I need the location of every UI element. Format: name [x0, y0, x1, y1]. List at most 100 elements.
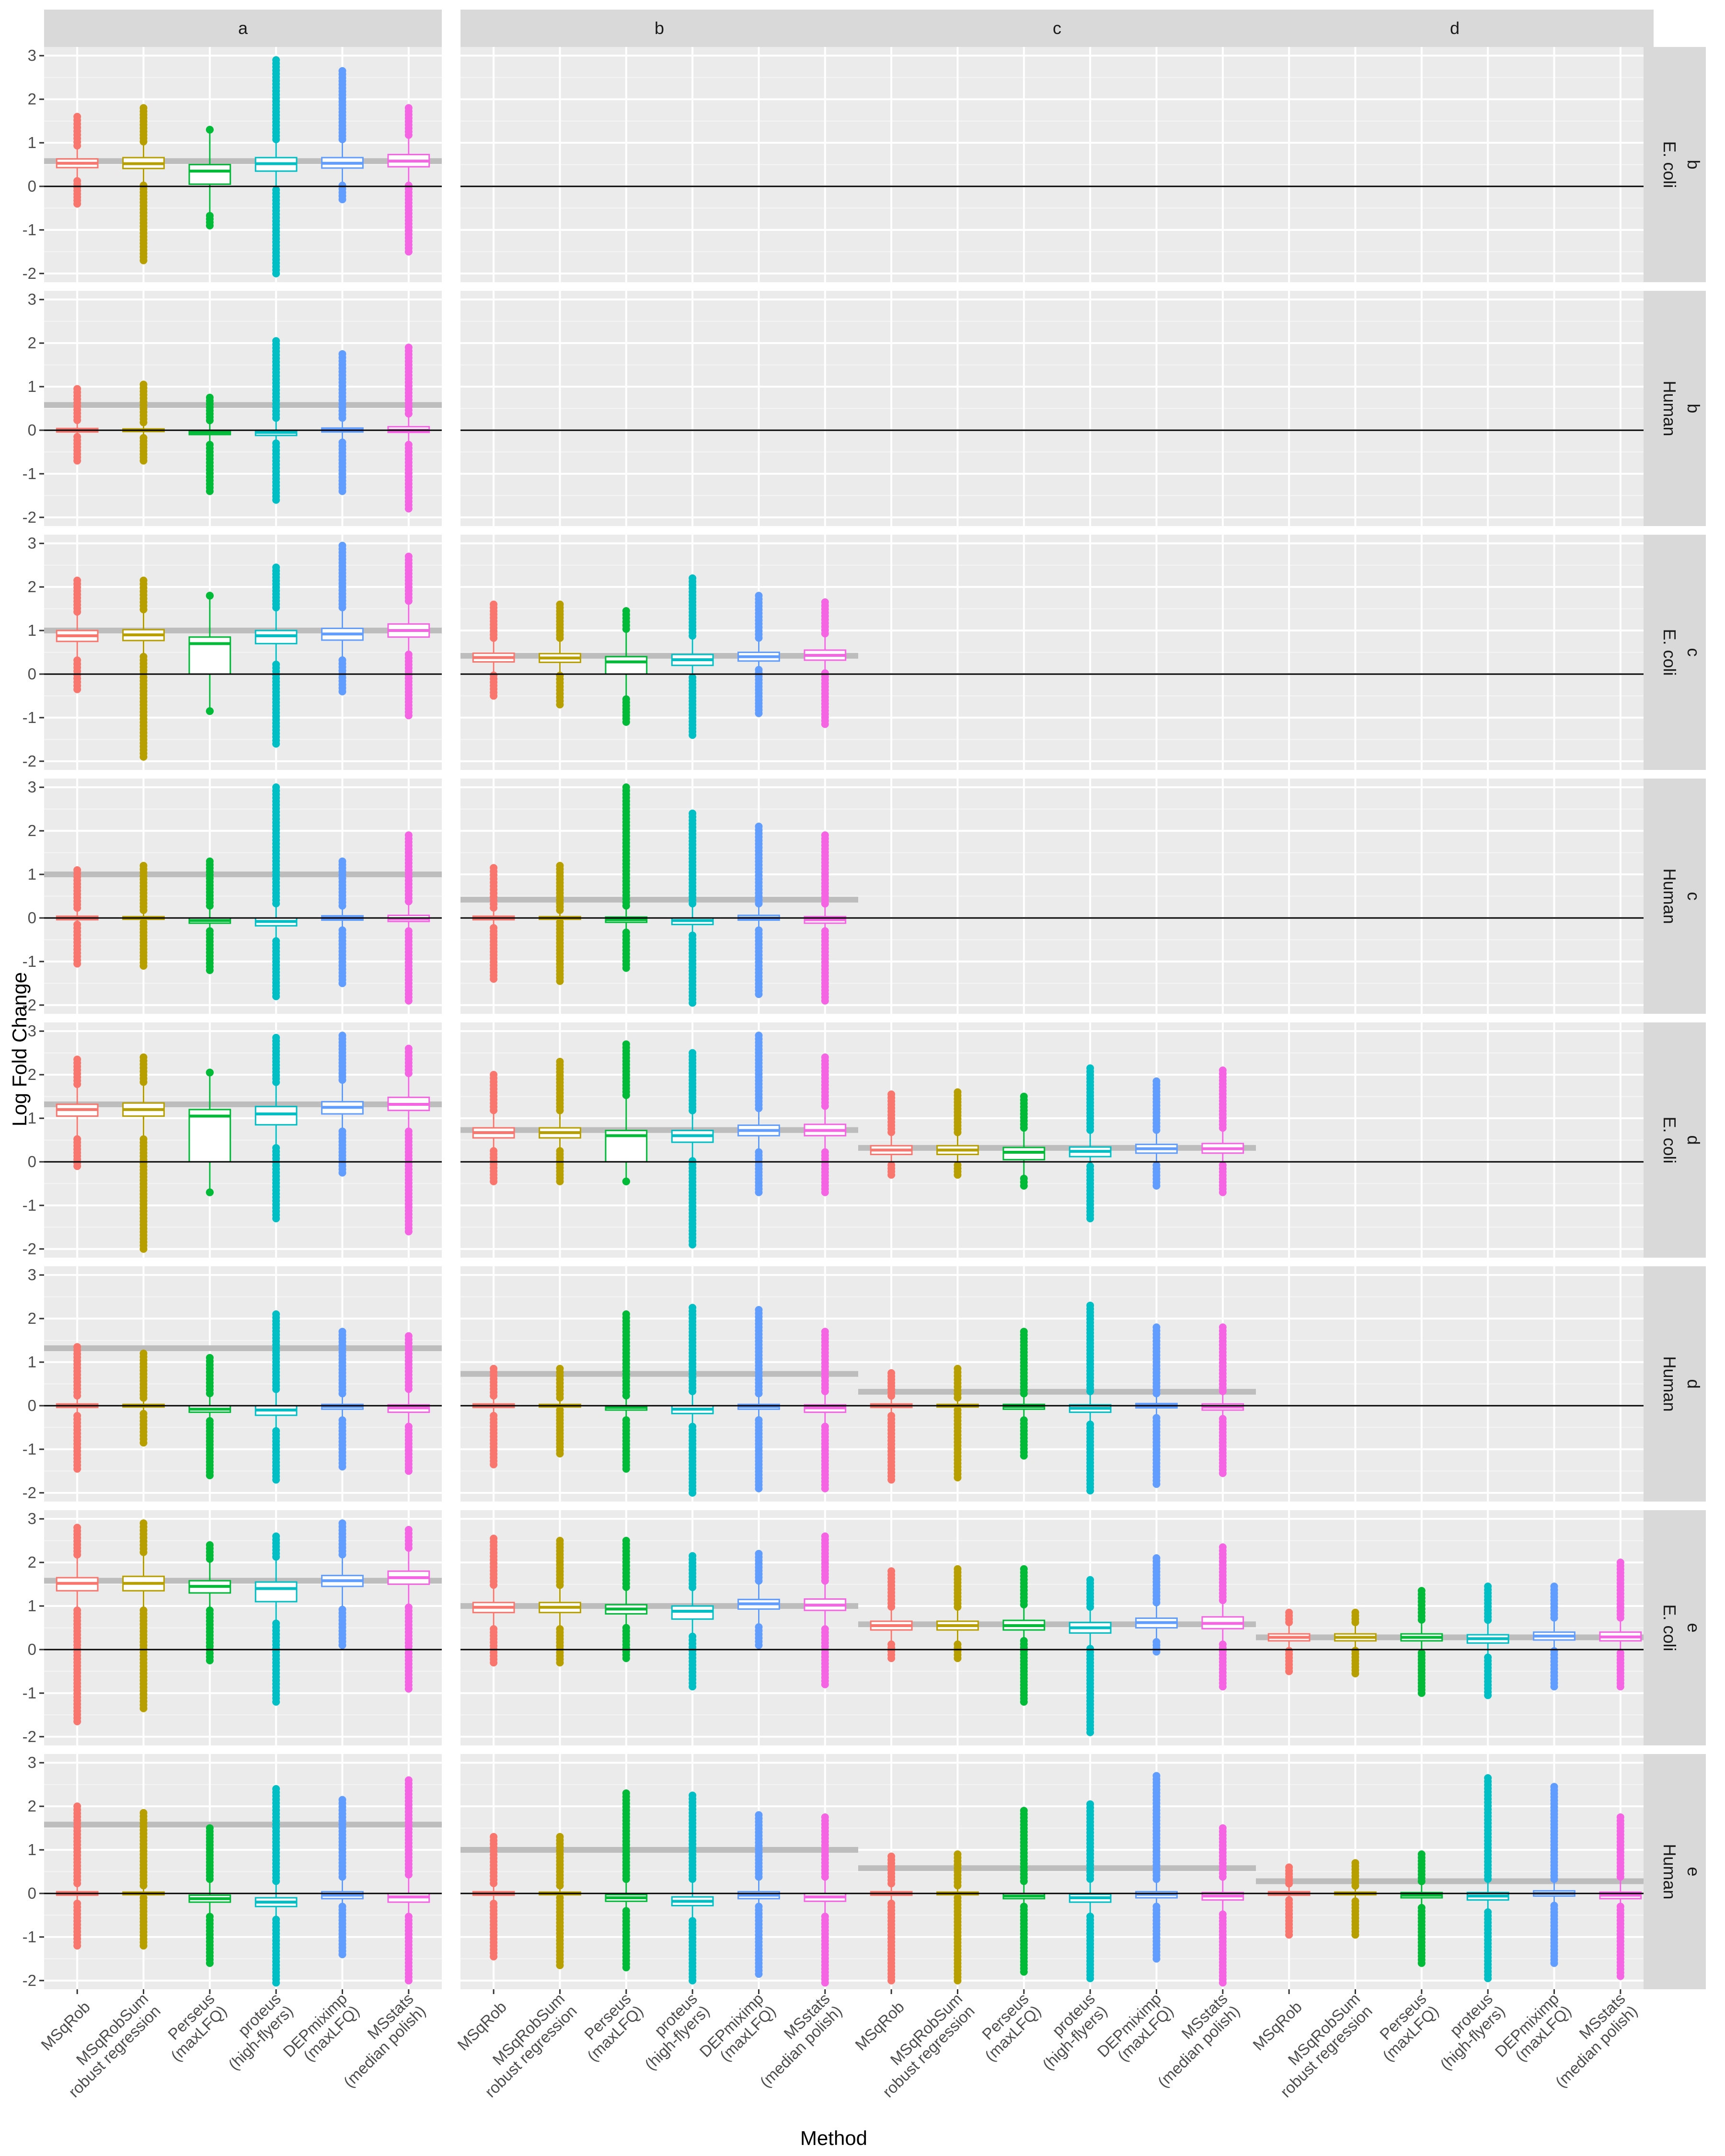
box-iqr	[188, 164, 231, 185]
outlier-point	[206, 1913, 214, 1921]
outlier-point	[1351, 1859, 1359, 1867]
y-tick-label: 2	[28, 578, 36, 596]
outlier-point	[206, 212, 214, 220]
panel-6-0	[44, 1510, 442, 1745]
outlier-point	[755, 1306, 763, 1314]
outlier-point	[490, 1899, 498, 1907]
outlier-point	[821, 831, 829, 839]
outlier-point	[556, 1625, 564, 1633]
box-0	[56, 1055, 99, 1170]
outlier-point	[821, 1053, 829, 1061]
y-tick-label: 3	[28, 46, 36, 64]
outlier-point	[206, 1353, 214, 1362]
outlier-point	[1417, 1587, 1426, 1595]
row-strip-0: E. coli b	[1644, 47, 1706, 282]
box-3	[254, 1310, 298, 1484]
outlier-point	[887, 1567, 896, 1575]
outlier-point	[1086, 1421, 1094, 1429]
box-5	[387, 104, 430, 256]
y-tick-label: 1	[28, 865, 36, 883]
box-0	[472, 600, 515, 700]
outlier-point	[821, 1913, 829, 1921]
panel-7-3	[1256, 1754, 1654, 1989]
outlier-point	[755, 823, 763, 831]
row-strip-3: Human c	[1644, 779, 1706, 1014]
outlier-point	[954, 1365, 962, 1373]
outlier-point	[73, 1524, 81, 1532]
outlier-point	[755, 1032, 763, 1040]
panel-7-2	[858, 1754, 1256, 1989]
outlier-point	[556, 1365, 564, 1373]
outlier-point	[73, 1135, 81, 1143]
outlier-point	[1020, 1565, 1028, 1573]
outlier-point	[206, 441, 214, 449]
outlier-point	[73, 1343, 81, 1351]
outlier-point	[755, 592, 763, 600]
panel-4-0	[44, 1022, 442, 1258]
outlier-point	[1285, 1647, 1293, 1655]
box-5	[387, 1044, 430, 1236]
outlier-point	[1616, 1559, 1624, 1567]
col-strip-label: b	[655, 18, 664, 38]
panel-2-0	[44, 535, 442, 770]
y-tick-label: 0	[28, 909, 36, 927]
outlier-point	[490, 1365, 498, 1373]
outlier-point	[887, 1412, 896, 1420]
outlier-point	[1152, 1638, 1161, 1646]
outlier-point	[1550, 1583, 1558, 1591]
box-iqr	[254, 1581, 298, 1603]
box-3	[254, 1532, 298, 1706]
box-iqr	[188, 1109, 231, 1163]
outlier-point	[1219, 1067, 1227, 1075]
outlier-point	[954, 1565, 962, 1573]
box-0	[56, 113, 99, 208]
box-3	[254, 337, 298, 504]
outlier-point	[689, 1791, 697, 1800]
box-2	[188, 1541, 231, 1664]
box-2	[188, 126, 231, 229]
outlier-point	[1351, 1608, 1359, 1617]
outlier-point	[689, 1049, 697, 1057]
outlier-point	[887, 1090, 896, 1099]
outlier-point	[755, 926, 763, 934]
panel-4-3	[1256, 1022, 1654, 1258]
outlier-point	[338, 1416, 346, 1424]
outlier-point	[404, 1525, 413, 1534]
box-4	[321, 1519, 364, 1649]
panel-0-2	[858, 47, 1256, 282]
outlier-point	[622, 1310, 630, 1319]
box-2	[188, 1824, 231, 1967]
outlier-point	[1484, 1653, 1492, 1662]
outlier-point	[206, 1541, 214, 1549]
outlier-point	[755, 1623, 763, 1631]
panel-2-3	[1256, 535, 1654, 770]
panel-0-1	[460, 47, 858, 282]
col-strip-label: c	[1053, 18, 1061, 38]
outlier-point	[622, 1537, 630, 1545]
outlier-point	[1417, 1904, 1426, 1912]
row-strip-2: E. coli c	[1644, 535, 1706, 770]
outlier-point	[821, 1813, 829, 1821]
outlier-point	[1484, 1774, 1492, 1782]
row-strip-5: Human d	[1644, 1266, 1706, 1502]
panel-data-3-0	[44, 783, 442, 1005]
box-0	[472, 1071, 515, 1185]
outlier-point	[622, 1416, 630, 1424]
outlier-point	[1550, 1647, 1558, 1655]
outlier-point	[689, 1157, 697, 1165]
outlier-point	[404, 104, 413, 112]
outlier-point	[272, 1532, 280, 1540]
panel-3-2	[858, 779, 1256, 1014]
y-tick-label: -1	[23, 709, 36, 726]
panel-4-1	[460, 1022, 858, 1258]
outlier-point	[338, 857, 346, 865]
outlier-point	[821, 1422, 829, 1431]
outlier-point	[622, 607, 630, 615]
box-0	[56, 1524, 99, 1725]
y-tick-label: -2	[23, 264, 36, 282]
row-strip-species-label: Human	[1660, 868, 1679, 924]
outlier-point	[954, 1088, 962, 1096]
outlier-point	[272, 1310, 280, 1319]
panel-1-0	[44, 291, 442, 526]
box-4	[321, 541, 364, 696]
